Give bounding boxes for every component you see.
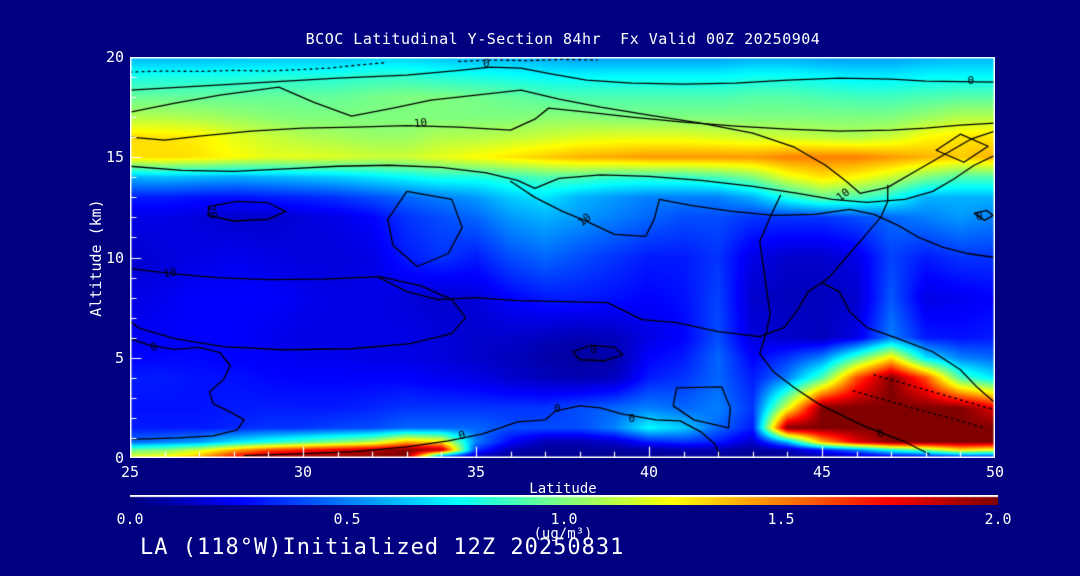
colorbar-tick-label: 2.0 <box>984 510 1012 528</box>
colorbar-tick-label: 1.0 <box>550 510 578 528</box>
colorbar-tick-label: 0.0 <box>116 510 144 528</box>
init-info-text: LA (118°W)Initialized 12Z 20250831 <box>140 535 625 560</box>
heatmap-canvas <box>130 57 995 458</box>
y-tick-label: 10 <box>105 248 124 267</box>
y-tick-label: 0 <box>114 449 124 467</box>
x-tick-label: 45 <box>812 463 832 481</box>
y-tick-label: 15 <box>105 148 124 167</box>
x-tick-label: 25 <box>120 463 140 481</box>
colorbar-tick-label: 1.5 <box>767 510 795 528</box>
colorbar-tick-label: 0.5 <box>333 510 361 528</box>
colorbar-unit-label: (ug/m³) <box>533 526 593 542</box>
colorbar <box>130 495 998 505</box>
x-axis-label: Latitude <box>529 481 597 497</box>
chart-title: BCOC Latitudinal Y-Section 84hr Fx Valid… <box>305 30 821 48</box>
y-tick-label: 20 <box>105 48 124 66</box>
x-tick-label: 50 <box>985 463 1005 481</box>
x-tick-label: 30 <box>293 463 313 481</box>
x-tick-label: 35 <box>466 463 486 481</box>
x-tick-label: 40 <box>639 463 659 481</box>
y-tick-label: 5 <box>114 348 124 367</box>
